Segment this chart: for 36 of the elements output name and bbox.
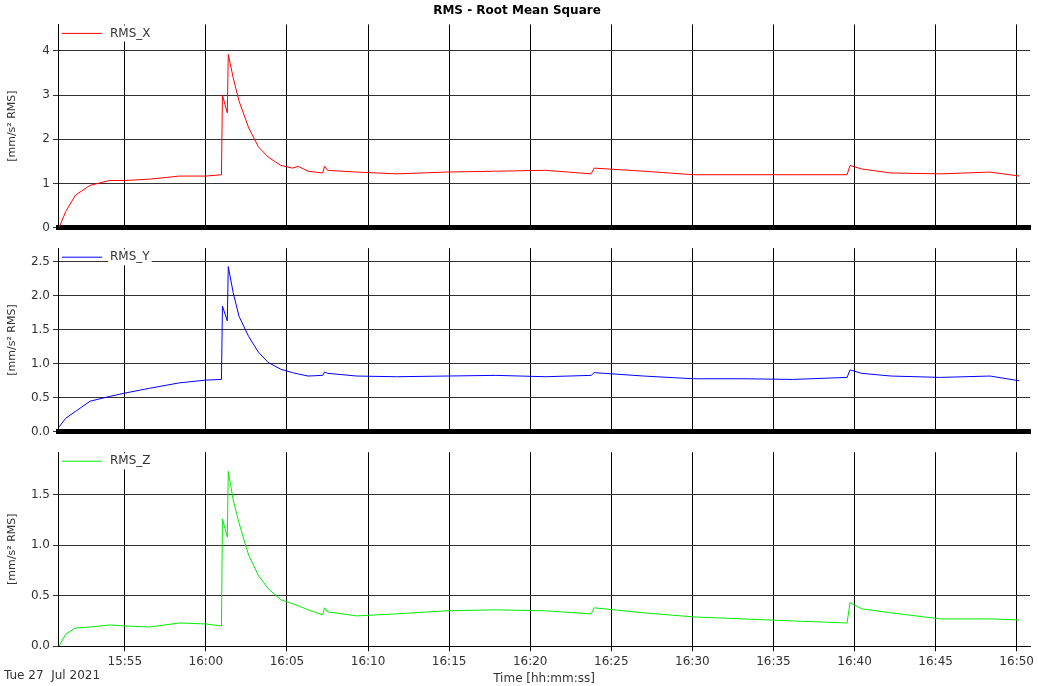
y-tick-label: 0.5 <box>30 587 50 602</box>
y-tick-label: 2.5 <box>30 253 50 268</box>
y-tick-label: 2.0 <box>30 287 50 302</box>
y-tick-label: 1.5 <box>30 486 50 501</box>
chart-title: RMS - Root Mean Square <box>433 3 601 18</box>
legend-label: RMS_Y <box>110 249 151 264</box>
x-tick-label: 16:30 <box>675 653 710 668</box>
y-tick-label: 1.0 <box>30 355 50 370</box>
y-tick-label: 1 <box>42 175 50 190</box>
x-tick-label: 16:35 <box>756 653 791 668</box>
y-axis-title: [mm/s² RMS] <box>5 90 19 162</box>
y-axis-title: [mm/s² RMS] <box>5 304 19 376</box>
y-tick-label: 0.5 <box>30 389 50 404</box>
x-tick-label: 16:00 <box>188 653 224 668</box>
text: Tue 27 Jul 2021 <box>3 668 101 683</box>
x-tick-label: 16:15 <box>431 653 467 668</box>
x-tick-label: 16:45 <box>918 653 953 668</box>
y-tick-label: 4 <box>42 43 50 58</box>
y-tick-label: 1.0 <box>30 537 50 552</box>
x-tick-label: 16:20 <box>512 653 548 668</box>
legend-label: RMS_Z <box>110 453 151 468</box>
y-tick-label: 3 <box>42 87 50 102</box>
x-tick-label: 16:10 <box>350 653 386 668</box>
y-axis-title: [mm/s² RMS] <box>5 513 19 585</box>
x-tick-label: 16:50 <box>999 653 1034 668</box>
x-tick-label: 15:55 <box>107 653 143 668</box>
x-tick-label: 16:25 <box>594 653 629 668</box>
y-tick-label: 2 <box>42 131 50 146</box>
x-axis-title: Time [hh:mm:ss] <box>492 670 595 685</box>
y-tick-label: 1.5 <box>30 321 50 336</box>
x-tick-label: 16:05 <box>269 653 305 668</box>
y-tick-label: 0.0 <box>30 423 50 438</box>
legend-label: RMS_X <box>110 25 151 40</box>
x-tick-label: 16:40 <box>837 653 872 668</box>
y-tick-label: 0 <box>42 219 50 234</box>
y-tick-label: 0.0 <box>30 638 50 653</box>
